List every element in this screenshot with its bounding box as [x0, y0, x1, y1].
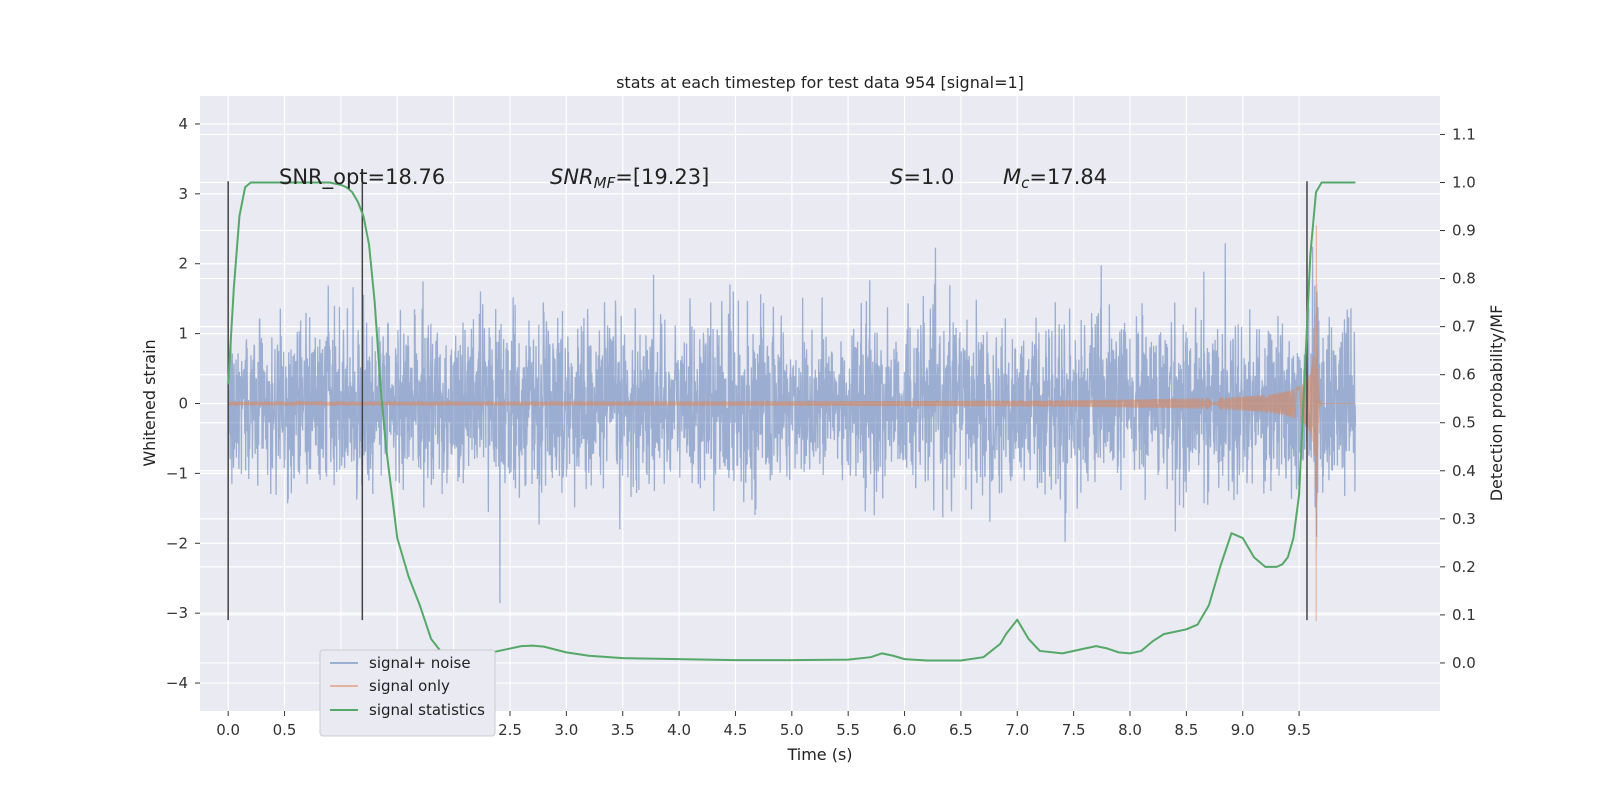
annotation-snr-mf: SNRMF=[19.23]: [550, 165, 709, 192]
y-tick-label: 1: [178, 325, 188, 343]
annotation-s-value: =1.0: [903, 165, 954, 189]
x-tick-label: 9.5: [1287, 721, 1311, 739]
y-axis-left-ticks: 4 3 2 1 0 −1 −2 −3 −4: [166, 115, 200, 692]
x-tick-label: 4.5: [724, 721, 748, 739]
signal-only-line: [227, 225, 1356, 622]
annotation-snr-mf-symbol: SNR: [550, 165, 594, 189]
y-right-tick-label: 0.6: [1452, 366, 1476, 384]
annotation-snr-mf-value: =[19.23]: [615, 165, 709, 189]
y-right-tick-label: 0.1: [1452, 606, 1476, 624]
legend-label-signal-plus-noise: signal+ noise: [369, 654, 471, 672]
y-axis-right-label: Detection probability/MF: [1487, 305, 1506, 502]
y-tick-label: −3: [166, 604, 188, 622]
x-axis-label: Time (s): [786, 745, 852, 764]
y-right-tick-label: 0.8: [1452, 270, 1476, 288]
x-tick-label: 8.5: [1174, 721, 1198, 739]
annotation-mc-symbol: M: [1003, 165, 1021, 189]
legend-label-signal-statistics: signal statistics: [369, 701, 485, 719]
y-tick-label: 2: [178, 255, 188, 273]
y-right-tick-label: 0.0: [1452, 654, 1476, 672]
x-tick-label: 7.5: [1062, 721, 1086, 739]
annotation-mc: Mc=17.84: [1003, 165, 1107, 192]
annotation-mc-value: =17.84: [1029, 165, 1107, 189]
y-tick-label: 4: [178, 115, 188, 133]
y-tick-label: −4: [166, 674, 188, 692]
series-signal-only: [227, 225, 1356, 622]
x-tick-label: 3.0: [554, 721, 578, 739]
annotation-s: S=1.0: [890, 165, 954, 189]
chart-title: stats at each timestep for test data 954…: [616, 73, 1024, 92]
x-tick-label: 8.0: [1118, 721, 1142, 739]
x-tick-label: 6.5: [949, 721, 973, 739]
x-tick-label: 2.5: [498, 721, 522, 739]
y-right-tick-label: 0.9: [1452, 222, 1476, 240]
legend-box: [319, 649, 496, 737]
x-tick-label: 9.0: [1231, 721, 1255, 739]
y-right-tick-label: 0.4: [1452, 462, 1476, 480]
annotation-snr-mf-subscript: MF: [594, 174, 616, 192]
y-tick-label: 3: [178, 185, 188, 203]
y-right-tick-label: 0.3: [1452, 510, 1476, 528]
x-tick-label: 7.0: [1005, 721, 1029, 739]
y-right-tick-label: 1.0: [1452, 173, 1476, 191]
y-tick-label: 0: [178, 395, 188, 413]
x-tick-label: 5.0: [780, 721, 804, 739]
series-signal-plus-noise: [227, 243, 1357, 604]
y-right-tick-label: 0.2: [1452, 558, 1476, 576]
annotation-s-symbol: S: [890, 165, 903, 189]
x-tick-label: 0.5: [273, 721, 297, 739]
x-tick-label: 4.0: [667, 721, 691, 739]
signal-plus-noise-line: [227, 243, 1357, 604]
y-axis-label: Whitened strain: [140, 339, 159, 466]
x-tick-label: 0.0: [216, 721, 240, 739]
x-tick-label: 5.5: [836, 721, 860, 739]
signal-statistics-line: [227, 181, 1356, 662]
legend-label-signal-only: signal only: [369, 677, 450, 695]
series-signal-statistics: [227, 181, 1356, 662]
legend: signal+ noise signal only signal statist…: [319, 649, 496, 737]
y-right-tick-label: 0.5: [1452, 414, 1476, 432]
y-right-tick-label: 1.1: [1452, 125, 1476, 143]
x-tick-label: 3.5: [611, 721, 635, 739]
annotation-mc-subscript: c: [1021, 174, 1030, 192]
x-tick-label: 6.0: [893, 721, 917, 739]
y-tick-label: −1: [166, 464, 188, 482]
y-right-tick-label: 0.7: [1452, 318, 1476, 336]
y-tick-label: −2: [166, 534, 188, 552]
vertical-markers: [227, 181, 1308, 621]
y-axis-right-ticks: 1.1 1.0 0.9 0.8 0.7 0.6 0.5 0.4 0.3 0.2 0.1 0.0: [1440, 125, 1476, 672]
annotation-snr-opt: SNR_opt=18.76: [279, 165, 445, 190]
